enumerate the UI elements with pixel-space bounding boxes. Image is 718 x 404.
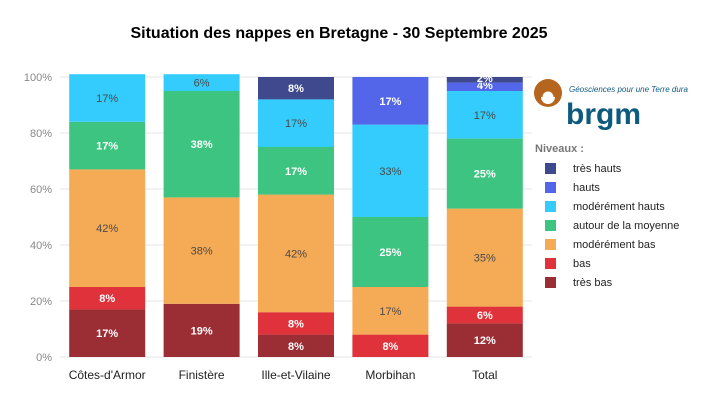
y-tick-label: 0%	[36, 352, 52, 364]
bar-segment	[352, 217, 429, 287]
bar-segment	[446, 77, 523, 83]
y-tick-label: 40%	[30, 240, 52, 252]
logo: Géosciences pour une Terre dura brgm	[534, 79, 688, 131]
legend-swatch	[545, 277, 556, 288]
y-tick-label: 80%	[30, 128, 52, 140]
y-tick-label: 60%	[30, 184, 52, 196]
data-label: 35%	[474, 253, 496, 265]
bar-segment	[69, 74, 146, 122]
data-label: 17%	[96, 141, 118, 153]
bar-segment	[446, 138, 523, 209]
legend-swatch	[545, 258, 556, 269]
legend: Niveaux : très hauts hauts modérément haut…	[535, 143, 679, 289]
x-tick-label: Morbihan	[365, 368, 415, 382]
bar-segment	[258, 77, 334, 100]
legend-swatch	[545, 201, 556, 212]
data-label: 4%	[477, 80, 493, 92]
data-label: 17%	[285, 166, 307, 178]
bar-segment	[163, 74, 240, 91]
legend-entry: hauts	[573, 182, 600, 194]
bar-segment	[163, 197, 240, 304]
legend-title: Niveaux :	[535, 143, 584, 155]
data-label: 17%	[285, 118, 307, 130]
logo-tagline: Géosciences pour une Terre dura	[569, 85, 688, 94]
data-label: 38%	[191, 139, 213, 151]
data-label: 19%	[191, 325, 213, 337]
data-label: 25%	[474, 169, 496, 181]
data-label: 12%	[474, 335, 496, 347]
legend-swatch	[545, 220, 556, 231]
data-label: 2%	[477, 73, 493, 85]
data-label: 17%	[379, 96, 401, 108]
data-label: 17%	[96, 93, 118, 105]
legend-entry: très bas	[573, 277, 613, 289]
legend-entry: bas	[573, 258, 591, 270]
bar-segment	[258, 194, 334, 313]
data-label: 17%	[474, 110, 496, 122]
bars: 17% 8% 42% 17% 17% 19% 38% 38% 6% 8% 8% 42% 17% 17% 8%…	[69, 73, 523, 357]
x-tick-label: Total	[472, 368, 497, 382]
data-label: 33%	[379, 166, 401, 178]
bar-segment	[446, 91, 523, 139]
bar-segment	[352, 334, 429, 357]
bar-segment	[352, 77, 429, 125]
data-label: 42%	[285, 248, 307, 260]
x-axis: Côtes-d'Armor Finistère Ille-et-Vilaine Mor…	[69, 368, 498, 382]
brgm-logo-icon-arc	[539, 88, 557, 98]
chart-title: Situation des nappes en Bretagne - 30 Se…	[130, 25, 547, 42]
brgm-logo-icon-inner	[541, 90, 555, 104]
data-label: 8%	[382, 341, 398, 353]
data-label: 42%	[96, 223, 118, 235]
bar-segment	[258, 99, 334, 147]
data-label: 25%	[379, 247, 401, 259]
bar-segment	[446, 323, 523, 357]
data-label: 8%	[99, 293, 115, 305]
data-label: 6%	[477, 310, 493, 322]
bar-segment	[352, 124, 429, 217]
legend-entry: modérément bas	[573, 239, 656, 251]
bar-segment	[69, 309, 146, 357]
bar-segment	[446, 306, 523, 324]
y-tick-label: 20%	[30, 296, 52, 308]
bar-segment	[163, 303, 240, 357]
legend-entry: autour de la moyenne	[573, 220, 679, 232]
bar-segment	[258, 312, 334, 335]
y-tick-label: 100%	[24, 72, 52, 84]
x-tick-label: Ille-et-Vilaine	[261, 368, 330, 382]
data-label: 8%	[288, 83, 304, 95]
legend-swatch	[545, 239, 556, 250]
legend-swatch	[545, 163, 556, 174]
bar-segment	[352, 287, 429, 335]
data-label: 17%	[96, 328, 118, 340]
data-label: 6%	[194, 78, 210, 90]
legend-entry: modérément hauts	[573, 201, 665, 213]
legend-entry: très hauts	[573, 163, 622, 175]
x-tick-label: Côtes-d'Armor	[69, 368, 146, 382]
x-tick-label: Finistère	[179, 368, 225, 382]
bar-segment	[446, 208, 523, 307]
logo-wordmark: brgm	[566, 98, 641, 131]
bar-segment	[258, 334, 334, 357]
legend-swatch	[545, 182, 556, 193]
bar-segment	[69, 287, 146, 310]
bar-segment	[258, 147, 334, 195]
data-label: 38%	[191, 246, 213, 258]
bar-segment	[446, 82, 523, 91]
bar-segment	[69, 169, 146, 287]
data-label: 8%	[288, 318, 304, 330]
bar-segment	[163, 91, 240, 198]
data-label: 8%	[288, 341, 304, 353]
bar-segment	[69, 121, 146, 170]
data-label: 17%	[379, 306, 401, 318]
